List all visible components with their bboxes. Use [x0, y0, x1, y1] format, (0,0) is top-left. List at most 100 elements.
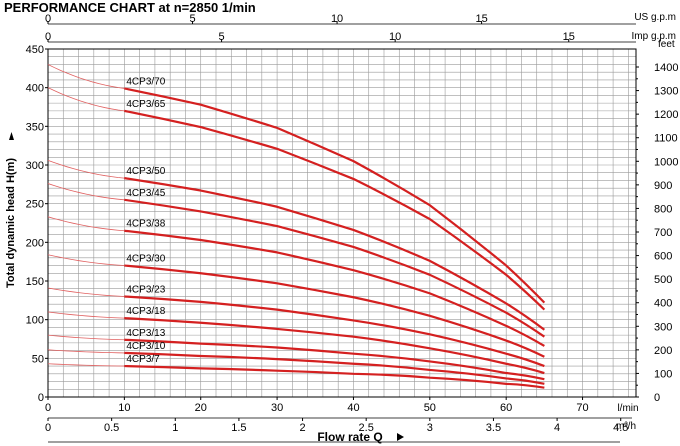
pump-curve-4cp3-13: 4CP3/13 [47, 328, 545, 381]
m3h-tick-label: 0 [45, 422, 51, 434]
y-axis-arrow [9, 132, 14, 140]
feet-tick-label: 0 [654, 392, 660, 404]
x-tick-label: 20 [195, 402, 207, 414]
y-axis-title: Total dynamic head H(m) [5, 158, 17, 288]
curve-label: 4CP3/38 [126, 219, 165, 230]
x-axis-arrow [397, 433, 404, 441]
feet-tick-label: 600 [654, 251, 672, 263]
y-tick-label: 100 [26, 315, 44, 327]
x-tick-label: 50 [424, 402, 436, 414]
m3h-tick-label: 4.5 [613, 422, 628, 434]
y-tick-label: 450 [26, 44, 44, 56]
x-tick-label: 70 [576, 402, 588, 414]
curve-label: 4CP3/65 [126, 99, 165, 110]
impgpm-unit-label: Imp g.p.m [632, 31, 676, 42]
y-tick-label: 50 [32, 353, 44, 365]
usgpm-tick-label: 5 [189, 13, 195, 25]
usgpm-tick-label: 10 [331, 13, 343, 25]
feet-unit-label: feet [658, 39, 675, 50]
x-tick-label: 30 [271, 402, 283, 414]
x-tick-label: 40 [347, 402, 359, 414]
m3h-tick-label: 3.5 [486, 422, 501, 434]
m3h-tick-label: 0.5 [104, 422, 119, 434]
m3h-tick-label: 2 [299, 422, 305, 434]
y-tick-label: 200 [26, 237, 44, 249]
pump-curve-4cp3-50: 4CP3/50 [47, 159, 546, 331]
curve-line [124, 351, 545, 385]
curve-extension [47, 334, 125, 341]
pump-curve-4cp3-18: 4CP3/18 [47, 306, 545, 375]
m3h-tick-label: 2.5 [359, 422, 374, 434]
y-tick-label: 150 [26, 276, 44, 288]
curve-extension [47, 183, 125, 201]
curve-line [124, 295, 545, 368]
x-unit-m3h: m³/h [616, 421, 636, 432]
m3h-tick-label: 1.5 [231, 422, 246, 434]
y-tick-label: 350 [26, 121, 44, 133]
impgpm-tick-label: 15 [563, 31, 575, 43]
m3h-tick-label: 1 [172, 422, 178, 434]
feet-tick-label: 100 [654, 368, 672, 380]
pump-curve-4cp3-30: 4CP3/30 [47, 254, 545, 358]
x-tick-label: 0 [45, 402, 51, 414]
curve-line [124, 177, 546, 331]
curve-extension [47, 159, 125, 179]
m3h-tick-label: 3 [427, 422, 433, 434]
feet-tick-label: 1200 [654, 109, 678, 121]
curve-extension [47, 349, 125, 354]
m3h-tick-label: 4 [554, 422, 560, 434]
y-tick-label: 400 [26, 83, 44, 95]
pump-curve-4cp3-7: 4CP3/7 [47, 354, 545, 389]
feet-tick-label: 1400 [654, 62, 678, 74]
curve-line [124, 364, 545, 389]
x-unit-lmin: l/min [617, 403, 638, 414]
pump-curve-4cp3-38: 4CP3/38 [47, 216, 545, 347]
curve-label: 4CP3/23 [126, 284, 165, 295]
curve-extension [47, 216, 125, 232]
x-tick-label: 10 [118, 402, 130, 414]
feet-tick-label: 1300 [654, 86, 678, 98]
usgpm-tick-label: 15 [475, 13, 487, 25]
y-tick-label: 250 [26, 199, 44, 211]
impgpm-tick-label: 5 [219, 31, 225, 43]
pump-curve-4cp3-65: 4CP3/65 [47, 87, 546, 311]
y-tick-label: 300 [26, 160, 44, 172]
pump-curves: 4CP3/70 4CP3/65 4CP3/50 4CP3/45 4CP3/38 4CP3/… [47, 64, 546, 389]
feet-tick-label: 800 [654, 203, 672, 215]
curve-label: 4CP3/10 [126, 341, 165, 352]
pump-curve-4cp3-23: 4CP3/23 [47, 284, 545, 368]
curve-extension [47, 64, 125, 89]
pump-curve-4cp3-10: 4CP3/10 [47, 341, 545, 385]
curve-label: 4CP3/50 [126, 166, 165, 177]
curve-line [124, 338, 545, 381]
curve-line [124, 229, 545, 347]
impgpm-tick-label: 0 [45, 31, 51, 43]
curve-line [124, 317, 545, 375]
pump-curve-4cp3-70: 4CP3/70 [47, 64, 546, 304]
curve-extension [47, 87, 125, 112]
curve-line [124, 264, 545, 358]
feet-tick-label: 400 [654, 298, 672, 310]
curve-line [124, 87, 546, 304]
feet-tick-label: 1000 [654, 156, 678, 168]
curve-label: 4CP3/45 [126, 188, 165, 199]
x-tick-label: 60 [500, 402, 512, 414]
plot-frame [47, 48, 637, 398]
feet-tick-label: 500 [654, 274, 672, 286]
curve-label: 4CP3/30 [126, 254, 165, 265]
curve-extension [47, 287, 125, 297]
usgpm-unit-label: US g.p.m [634, 12, 676, 23]
curve-label: 4CP3/13 [126, 328, 165, 339]
feet-tick-label: 200 [654, 345, 672, 357]
usgpm-tick-label: 0 [45, 13, 51, 25]
curve-line [124, 198, 545, 338]
feet-tick-label: 1100 [654, 133, 678, 145]
curve-extension [47, 311, 125, 319]
curve-label: 4CP3/18 [126, 306, 165, 317]
x-axis-title: Flow rate Q [317, 430, 382, 444]
curve-label: 4CP3/70 [126, 76, 165, 87]
impgpm-tick-label: 10 [389, 31, 401, 43]
y-tick-label: 0 [38, 392, 44, 404]
curve-extension [47, 363, 125, 367]
